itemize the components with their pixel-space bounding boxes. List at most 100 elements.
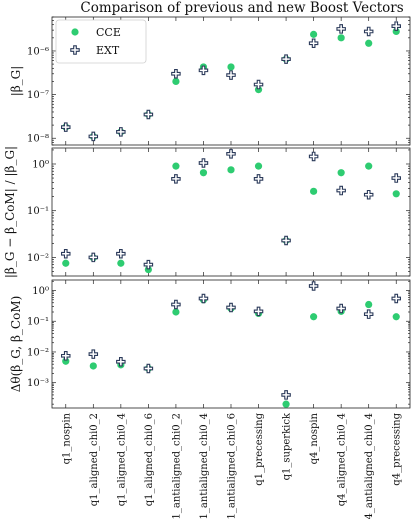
ext-point xyxy=(88,349,99,359)
ext-point xyxy=(88,131,99,142)
x-category-label: q4_antialigned_chi0_4 xyxy=(364,413,375,519)
ext-point xyxy=(391,21,401,31)
cce-point xyxy=(254,162,263,170)
x-category-label: q1_antialigned_chi0_4 xyxy=(199,413,210,519)
ext-point xyxy=(308,151,319,162)
ext-point xyxy=(61,351,71,361)
chart-title: Comparison of previous and new Boost Vec… xyxy=(80,0,403,16)
cce-point xyxy=(199,169,208,177)
cce-point xyxy=(365,39,373,47)
y-axis-label: |β_G| xyxy=(9,66,23,97)
x-category-label: q1_aligned_chi0_2 xyxy=(89,413,100,506)
ext-point xyxy=(198,293,209,304)
x-category-label: q1_aligned_chi0_6 xyxy=(144,413,155,506)
ext-point xyxy=(88,252,99,263)
legend-ext-marker xyxy=(70,45,80,55)
ext-point xyxy=(308,38,319,49)
y-axis-label: |β_G − β_CoM| / |β_G| xyxy=(3,146,17,278)
ext-point xyxy=(171,69,181,79)
y-axis-label: Δθ(β_G, β_CoM) xyxy=(9,296,23,393)
legend-ext-label: EXT xyxy=(96,44,120,57)
cce-point xyxy=(172,77,180,86)
ext-point xyxy=(61,122,71,132)
y-tick-label: 10⁻¹ xyxy=(27,317,49,328)
y-tick-label: 10⁰ xyxy=(32,286,49,297)
y-tick-label: 10⁻³ xyxy=(27,378,49,389)
series-cce xyxy=(62,162,400,274)
ext-point xyxy=(253,174,264,184)
panel-2: 10⁻² 10⁻¹ 10⁰ |β_G − β_CoM| / |β_G| xyxy=(3,146,411,278)
ext-point xyxy=(143,259,154,270)
cce-point xyxy=(310,313,318,321)
y-tick-label: 10⁻⁸ xyxy=(27,134,49,145)
series-ext xyxy=(61,21,401,142)
ext-point xyxy=(226,70,236,80)
cce-point xyxy=(392,313,400,321)
cce-point xyxy=(227,63,235,71)
y-tick-label: 10⁻⁷ xyxy=(27,90,49,101)
cce-point xyxy=(89,362,97,370)
legend-cce-marker xyxy=(71,28,79,36)
ext-point xyxy=(363,189,374,200)
y-tick-label: 10⁻² xyxy=(27,347,49,358)
cce-point xyxy=(310,30,318,38)
x-category-label: q4_precessing xyxy=(392,412,403,485)
ext-point xyxy=(61,248,71,259)
panel-frame xyxy=(51,279,411,409)
ext-point xyxy=(143,363,154,374)
y-tick-label: 10⁻¹ xyxy=(27,206,49,217)
ext-point xyxy=(116,248,126,259)
ext-point xyxy=(198,158,209,168)
ext-point xyxy=(198,65,209,76)
ext-point xyxy=(281,54,291,64)
panel-3: 10⁻³ 10⁻² 10⁻¹ 10⁰ Δθ(β_G, β_CoM) xyxy=(9,279,411,409)
panel-1: 10⁻⁸ 10⁻⁷ 10⁻⁶ |β_G| xyxy=(9,16,411,146)
x-category-label: q1_aligned_chi0_4 xyxy=(116,413,127,506)
ext-point xyxy=(363,26,374,37)
x-category-label: q1_precessing xyxy=(254,412,265,485)
legend-frame xyxy=(55,19,147,64)
cce-point xyxy=(365,300,373,309)
ext-point xyxy=(226,149,236,159)
cce-point xyxy=(392,190,400,198)
ext-point xyxy=(226,302,236,313)
x-category-label: q1_superkick xyxy=(282,412,293,480)
legend: CCE EXT xyxy=(55,19,147,64)
ext-point xyxy=(336,185,346,196)
ext-point xyxy=(391,173,401,183)
series-cce xyxy=(62,296,400,408)
y-tick-label: 10⁰ xyxy=(32,159,49,170)
series-ext xyxy=(61,281,401,400)
ext-point xyxy=(336,24,346,34)
ext-point xyxy=(116,127,126,137)
cce-point xyxy=(365,162,373,170)
cce-point xyxy=(282,400,290,408)
ext-point xyxy=(363,309,374,319)
ext-point xyxy=(171,174,181,184)
cce-point xyxy=(337,169,345,177)
ext-point xyxy=(143,109,154,120)
cce-point xyxy=(117,259,125,267)
x-category-label: q1_nospin xyxy=(61,412,72,464)
ext-point xyxy=(336,303,346,314)
ext-point xyxy=(253,79,264,90)
ext-point xyxy=(253,306,264,317)
x-category-label: q1_antialigned_chi0_6 xyxy=(227,413,238,519)
y-tick-label: 10⁻⁶ xyxy=(27,46,49,57)
cce-point xyxy=(227,166,235,174)
cce-point xyxy=(337,34,345,42)
ext-point xyxy=(281,390,291,400)
y-tick-label: 10⁻² xyxy=(27,253,49,264)
ext-point xyxy=(116,357,126,367)
ext-point xyxy=(171,299,181,310)
cce-point xyxy=(62,259,70,267)
ext-point xyxy=(391,293,401,304)
ext-point xyxy=(308,281,319,291)
ext-point xyxy=(281,235,291,246)
x-category-label: q4_aligned_chi0_4 xyxy=(337,413,348,506)
cce-point xyxy=(310,187,318,195)
cce-point xyxy=(172,308,180,316)
cce-point xyxy=(172,162,180,170)
x-category-label: q4_nospin xyxy=(309,412,320,464)
